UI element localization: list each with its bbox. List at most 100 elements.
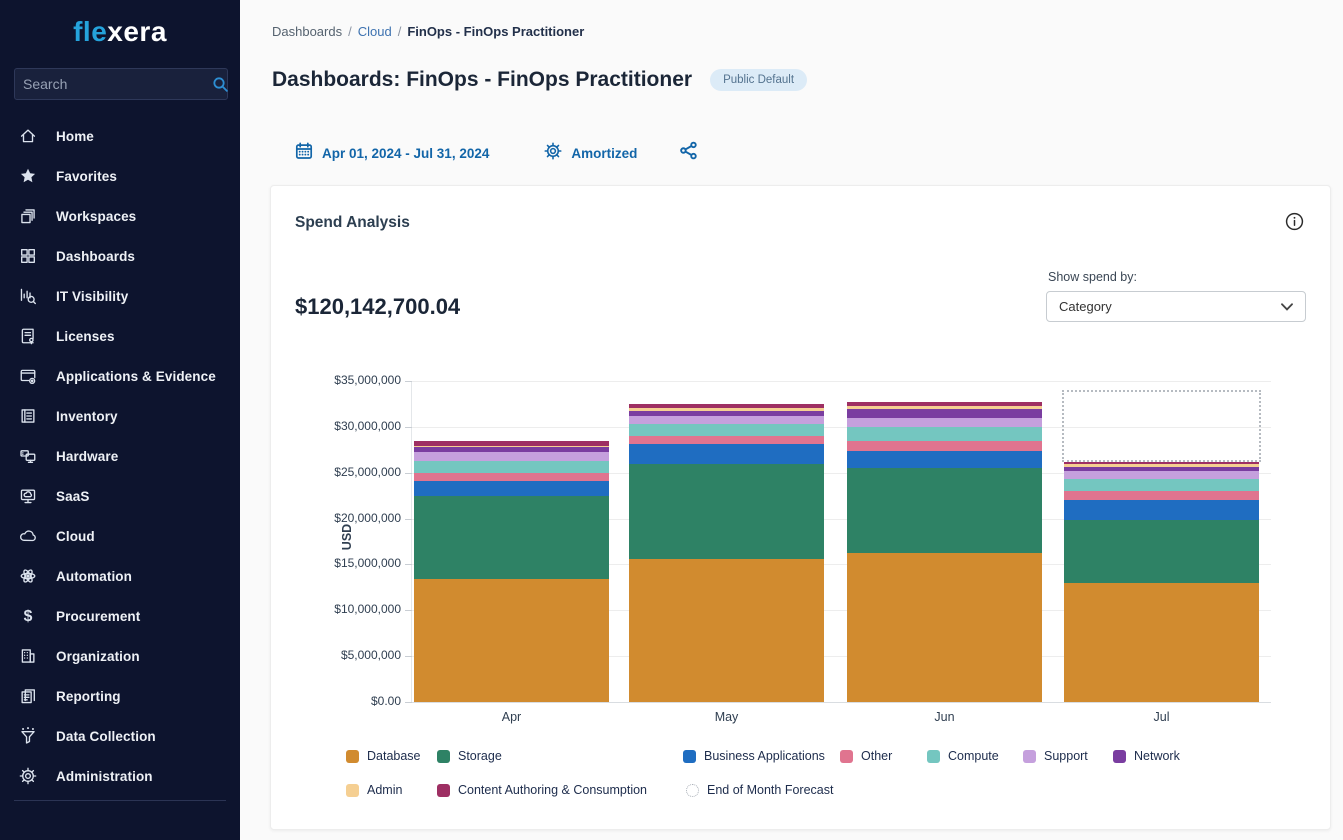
- bar-segment-network[interactable]: [1064, 466, 1259, 471]
- legend-item-business-applications[interactable]: Business Applications: [683, 749, 825, 763]
- bar-segment-compute[interactable]: [1064, 479, 1259, 492]
- forecast-swatch-icon: [686, 783, 699, 797]
- breadcrumb-separator: /: [348, 24, 352, 39]
- legend-swatch: [437, 783, 450, 797]
- bar-segment-other[interactable]: [1064, 491, 1259, 501]
- search-icon[interactable]: [212, 76, 229, 93]
- bar-segment-content-authoring-consumption[interactable]: [629, 404, 824, 409]
- main-content: Dashboards / Cloud / FinOps - FinOps Practit…: [240, 0, 1343, 840]
- bar-segment-database[interactable]: [847, 553, 1042, 702]
- legend-label: Database: [367, 749, 421, 763]
- legend-item-other[interactable]: Other: [840, 749, 892, 763]
- bar-segment-other[interactable]: [414, 472, 609, 481]
- flexera-logo: flexera: [73, 16, 167, 47]
- sidebar-item-label: SaaS: [56, 488, 90, 504]
- sidebar-item-saas[interactable]: SaaS: [0, 476, 240, 516]
- sidebar-item-label: Applications & Evidence: [56, 368, 216, 384]
- y-tick-label: $20,000,000: [334, 510, 401, 525]
- info-icon[interactable]: [1285, 212, 1304, 236]
- sidebar-item-procurement[interactable]: $ Procurement: [0, 596, 240, 636]
- sidebar-item-licenses[interactable]: Licenses: [0, 316, 240, 356]
- sidebar-item-it-visibility[interactable]: IT Visibility: [0, 276, 240, 316]
- bar-segment-storage[interactable]: [629, 463, 824, 559]
- legend-item-compute[interactable]: Compute: [927, 749, 999, 763]
- legend-label: Content Authoring & Consumption: [458, 783, 648, 797]
- bar-segment-business-applications[interactable]: [629, 444, 824, 464]
- bar-segment-network[interactable]: [847, 408, 1042, 418]
- bar-segment-admin[interactable]: [629, 408, 824, 411]
- y-axis-line: [411, 381, 412, 702]
- search-input[interactable]: [15, 76, 212, 92]
- bar-may[interactable]: [629, 381, 824, 702]
- bar-segment-business-applications[interactable]: [847, 450, 1042, 469]
- bar-jun[interactable]: [847, 381, 1042, 702]
- bar-segment-admin[interactable]: [847, 405, 1042, 409]
- sidebar-item-organization[interactable]: Organization: [0, 636, 240, 676]
- sidebar-item-home[interactable]: Home: [0, 116, 240, 156]
- sidebar-divider: [14, 800, 226, 801]
- legend-item-end-of-month-forecast[interactable]: End of Month Forecast: [686, 783, 833, 797]
- cost-type-setting[interactable]: Amortized: [544, 141, 637, 165]
- sidebar-item-cloud[interactable]: Cloud: [0, 516, 240, 556]
- y-tick-label: $30,000,000: [334, 418, 401, 433]
- bar-segment-content-authoring-consumption[interactable]: [1064, 461, 1259, 465]
- sidebar: flexera Home Favorites Workspaces Dashboard…: [0, 0, 240, 840]
- legend-item-network[interactable]: Network: [1113, 749, 1180, 763]
- bar-segment-admin[interactable]: [1064, 464, 1259, 467]
- sidebar-item-administration[interactable]: Administration: [0, 756, 240, 796]
- bar-segment-support[interactable]: [414, 451, 609, 461]
- bar-jul[interactable]: [1064, 381, 1259, 702]
- bar-segment-other[interactable]: [847, 440, 1042, 451]
- bar-segment-content-authoring-consumption[interactable]: [414, 441, 609, 446]
- legend-swatch: [927, 749, 940, 763]
- bar-segment-support[interactable]: [629, 415, 824, 425]
- sidebar-item-inventory[interactable]: Inventory: [0, 396, 240, 436]
- legend-item-admin[interactable]: Admin: [346, 783, 402, 797]
- legend-item-content-authoring-consumption[interactable]: Content Authoring & Consumption: [437, 783, 647, 797]
- legend-item-support[interactable]: Support: [1023, 749, 1088, 763]
- bar-segment-storage[interactable]: [847, 468, 1042, 554]
- bar-segment-database[interactable]: [414, 578, 609, 702]
- bar-segment-compute[interactable]: [629, 424, 824, 437]
- breadcrumb-link[interactable]: Dashboards: [272, 24, 343, 39]
- bar-segment-support[interactable]: [847, 417, 1042, 427]
- y-tick-label: $5,000,000: [340, 648, 401, 663]
- sidebar-item-data-collection[interactable]: Data Collection: [0, 716, 240, 756]
- share-button[interactable]: [679, 141, 698, 165]
- sidebar-item-applications-evidence[interactable]: Applications & Evidence: [0, 356, 240, 396]
- legend-item-database[interactable]: Database: [346, 749, 421, 763]
- x-tick-label: Apr: [501, 710, 522, 724]
- gridline: [411, 426, 1271, 428]
- svg-text:$: $: [24, 608, 33, 625]
- breadcrumb-link[interactable]: Cloud: [357, 24, 392, 39]
- sidebar-item-favorites[interactable]: Favorites: [0, 156, 240, 196]
- sidebar-item-automation[interactable]: Automation: [0, 556, 240, 596]
- bar-apr[interactable]: [414, 381, 609, 702]
- sidebar-item-workspaces[interactable]: Workspaces: [0, 196, 240, 236]
- bar-segment-admin[interactable]: [414, 445, 609, 447]
- bar-segment-storage[interactable]: [1064, 520, 1259, 583]
- bar-segment-other[interactable]: [629, 436, 824, 445]
- y-tick-label: $10,000,000: [334, 602, 401, 617]
- chevron-down-icon: [1281, 302, 1305, 311]
- cloud-icon: [0, 527, 56, 545]
- bar-segment-network[interactable]: [414, 446, 609, 452]
- bar-segment-support[interactable]: [1064, 470, 1259, 480]
- legend-item-storage[interactable]: Storage: [437, 749, 502, 763]
- legend-swatch: [346, 749, 359, 763]
- date-range-picker[interactable]: Apr 01, 2024 - Jul 31, 2024: [295, 142, 489, 165]
- bar-segment-database[interactable]: [1064, 582, 1259, 702]
- bar-segment-compute[interactable]: [847, 426, 1042, 441]
- bar-segment-business-applications[interactable]: [1064, 500, 1259, 521]
- bar-segment-database[interactable]: [629, 558, 824, 702]
- bar-segment-content-authoring-consumption[interactable]: [847, 402, 1042, 406]
- sidebar-item-dashboards[interactable]: Dashboards: [0, 236, 240, 276]
- spend-by-dropdown[interactable]: Category: [1046, 291, 1306, 322]
- bar-segment-business-applications[interactable]: [414, 480, 609, 497]
- sidebar-item-reporting[interactable]: Reporting: [0, 676, 240, 716]
- bar-segment-network[interactable]: [629, 410, 824, 416]
- bar-segment-storage[interactable]: [414, 496, 609, 579]
- bar-segment-compute[interactable]: [414, 460, 609, 473]
- sidebar-item-hardware[interactable]: Hardware: [0, 436, 240, 476]
